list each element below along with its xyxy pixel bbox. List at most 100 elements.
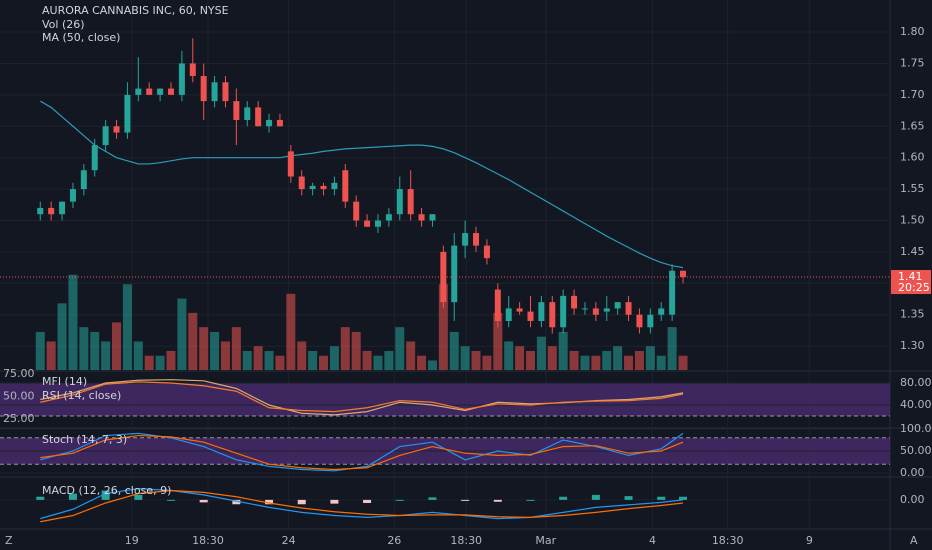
histogram-bar bbox=[166, 499, 175, 501]
candle-body bbox=[189, 63, 196, 77]
price-tick-label: 1.65 bbox=[900, 119, 925, 132]
indicator-band bbox=[0, 383, 890, 416]
candle-body bbox=[571, 295, 578, 309]
last-price-label: 1.41 bbox=[898, 270, 923, 283]
volume-bar bbox=[667, 327, 677, 370]
candle-body bbox=[364, 220, 371, 227]
auto-scale-button[interactable]: A bbox=[910, 534, 918, 547]
indicator-line bbox=[40, 489, 684, 523]
histogram-bar bbox=[624, 496, 633, 500]
volume-bar bbox=[515, 346, 525, 370]
volume-bar bbox=[613, 346, 623, 370]
volume-bar bbox=[155, 355, 165, 370]
time-tick-label: 4 bbox=[649, 534, 656, 547]
left-tick-label: 25.00 bbox=[3, 412, 35, 425]
candle-body bbox=[505, 308, 512, 322]
volume-bar bbox=[678, 355, 688, 370]
volume-bar bbox=[504, 341, 514, 370]
candle-body bbox=[222, 82, 229, 102]
volume-bar bbox=[101, 341, 111, 370]
time-tick-label: 18:30 bbox=[712, 534, 744, 547]
volume-bar bbox=[188, 312, 198, 370]
histogram-bar bbox=[428, 497, 437, 500]
candle-body bbox=[407, 189, 414, 215]
volume-bar bbox=[199, 327, 209, 370]
price-tick-label: 1.80 bbox=[900, 25, 925, 38]
price-tick-label: 1.55 bbox=[900, 182, 925, 195]
candle-body bbox=[451, 245, 458, 303]
candle-body bbox=[146, 88, 153, 95]
price-tick-label: 1.70 bbox=[900, 88, 925, 101]
legend-entry: Vol (26) bbox=[42, 18, 85, 31]
volume-bar bbox=[297, 341, 307, 370]
candle-body bbox=[549, 302, 556, 328]
candle-body bbox=[102, 126, 109, 146]
volume-bar bbox=[427, 360, 437, 370]
volume-bar bbox=[438, 284, 448, 370]
price-tick-label: 1.60 bbox=[900, 151, 925, 164]
volume-bar bbox=[449, 331, 459, 370]
histogram-bar bbox=[657, 496, 666, 500]
volume-bar bbox=[253, 346, 263, 370]
candle-body bbox=[255, 107, 262, 127]
candle-body bbox=[135, 88, 142, 95]
candle-body bbox=[233, 101, 240, 120]
candle-body bbox=[69, 189, 76, 202]
histogram-bar bbox=[591, 494, 600, 500]
volume-bar bbox=[340, 327, 350, 370]
volume-bar bbox=[624, 355, 634, 370]
time-tick-label: 24 bbox=[282, 534, 296, 547]
price-tick-label: 1.45 bbox=[900, 245, 925, 258]
indicator-tick-label: 50.00 bbox=[900, 444, 932, 457]
candle-body bbox=[37, 207, 44, 215]
indicator-tick-label: 0.00 bbox=[900, 493, 925, 506]
histogram-bar bbox=[679, 496, 688, 500]
volume-bar bbox=[329, 346, 339, 370]
chart-title: AURORA CANNABIS INC, 60, NYSE bbox=[42, 4, 229, 17]
volume-bar bbox=[308, 350, 318, 370]
volume-bar bbox=[602, 350, 612, 370]
time-tick-label: 9 bbox=[806, 534, 813, 547]
time-tick-label: 18:30 bbox=[450, 534, 482, 547]
candle-body bbox=[178, 63, 185, 95]
price-tick-label: 1.75 bbox=[900, 56, 925, 69]
candle-body bbox=[331, 182, 338, 190]
candle-body bbox=[581, 308, 588, 310]
candle-body bbox=[647, 314, 654, 328]
histogram-bar bbox=[265, 499, 274, 505]
candle-body bbox=[385, 214, 392, 221]
candle-body bbox=[527, 311, 534, 322]
volume-bar bbox=[210, 331, 220, 370]
time-tick-label: 19 bbox=[125, 534, 139, 547]
volume-bar bbox=[569, 350, 579, 370]
candle-body bbox=[374, 220, 381, 227]
volume-bar bbox=[558, 331, 568, 370]
candle-body bbox=[658, 308, 665, 315]
candle-body bbox=[309, 185, 316, 190]
candle-body bbox=[298, 176, 305, 190]
candle-body bbox=[603, 308, 610, 312]
volume-bar bbox=[384, 350, 394, 370]
volume-bar bbox=[351, 331, 361, 370]
volume-bar bbox=[231, 327, 241, 370]
scale-button[interactable]: Z bbox=[5, 534, 13, 547]
histogram-bar bbox=[493, 499, 502, 502]
legend-entry: RSI (14, close) bbox=[42, 389, 121, 402]
volume-bar bbox=[362, 350, 372, 370]
histogram-bar bbox=[68, 493, 77, 500]
candle-body bbox=[625, 302, 632, 315]
candle-body bbox=[440, 251, 447, 303]
volume-bar bbox=[79, 327, 89, 370]
candle-body bbox=[287, 151, 294, 177]
candle-body bbox=[353, 201, 360, 221]
volume-bar bbox=[525, 350, 535, 370]
countdown-label: 20:25 bbox=[898, 281, 930, 294]
legend-entry: MA (50, close) bbox=[42, 31, 120, 44]
indicator-tick-label: 0.00 bbox=[900, 466, 925, 479]
candle-body bbox=[473, 233, 480, 246]
price-tick-label: 1.30 bbox=[900, 339, 925, 352]
histogram-bar bbox=[526, 499, 535, 501]
histogram-bar bbox=[559, 496, 568, 500]
volume-bar bbox=[417, 355, 427, 370]
volume-bar bbox=[46, 341, 56, 370]
